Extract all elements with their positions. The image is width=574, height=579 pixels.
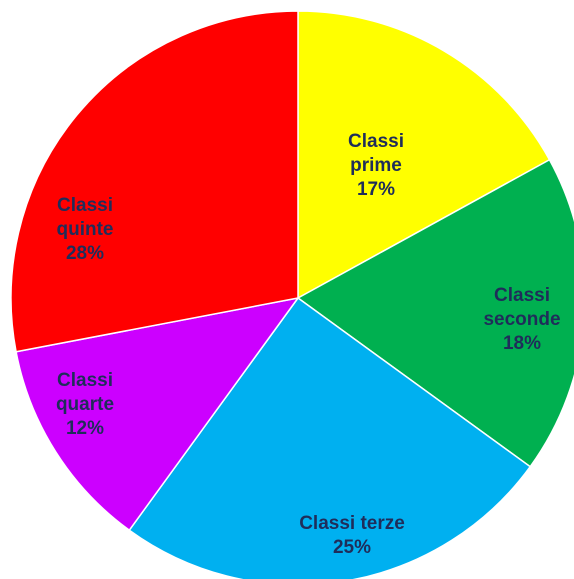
data-label: Classi prime 17% [321,130,431,202]
pie-slice [128,296,532,579]
data-label: Classi terze 25% [252,512,452,560]
value-label: 17% [356,179,396,200]
value-label: 18% [502,333,542,354]
category-label: Classi quarte [55,370,115,415]
data-label: Classi seconde 18% [467,284,574,356]
value-label: 12% [65,418,105,439]
value-label: 28% [65,243,105,264]
value-label: 25% [332,537,372,558]
category-label: Classi quinte [56,195,114,240]
pie-slice [15,296,300,532]
category-label: Classi prime [348,131,404,176]
category-label: Classi seconde [483,285,561,330]
pie-slice [10,10,299,353]
pie-slice [297,10,551,300]
pie-slice [296,158,574,468]
data-label: Classi quinte 28% [35,194,135,266]
data-label: Classi quarte 12% [35,369,135,441]
category-label: Classi terze [299,513,405,534]
